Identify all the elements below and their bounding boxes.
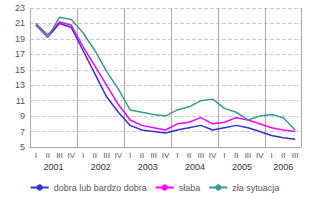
svg-text:2006: 2006: [273, 162, 293, 172]
svg-text:III: III: [292, 151, 299, 160]
svg-text:IV: IV: [67, 151, 75, 160]
svg-text:dobra lub bardzo dobra: dobra lub bardzo dobra: [54, 183, 147, 193]
svg-text:I: I: [82, 151, 84, 160]
svg-text:II: II: [93, 151, 97, 160]
svg-text:I: I: [129, 151, 131, 160]
svg-text:III: III: [56, 151, 63, 160]
svg-text:II: II: [187, 151, 191, 160]
svg-text:11: 11: [16, 96, 25, 106]
svg-text:I: I: [176, 151, 178, 160]
svg-text:II: II: [140, 151, 144, 160]
svg-text:IV: IV: [256, 151, 264, 160]
svg-text:I: I: [270, 151, 272, 160]
svg-text:III: III: [198, 151, 205, 160]
svg-text:2003: 2003: [138, 162, 158, 172]
svg-text:II: II: [45, 151, 49, 160]
svg-text:17: 17: [15, 49, 25, 59]
svg-text:2002: 2002: [91, 162, 111, 172]
svg-text:III: III: [103, 151, 110, 160]
svg-text:III: III: [245, 151, 252, 160]
svg-text:2001: 2001: [44, 162, 64, 172]
svg-text:2005: 2005: [232, 162, 252, 172]
svg-text:15: 15: [15, 65, 25, 75]
svg-text:IV: IV: [209, 151, 217, 160]
svg-text:21: 21: [15, 18, 25, 28]
svg-text:I: I: [35, 151, 37, 160]
svg-text:13: 13: [15, 80, 25, 90]
svg-text:IV: IV: [115, 151, 123, 160]
svg-text:II: II: [281, 151, 285, 160]
svg-text:9: 9: [20, 111, 25, 121]
svg-text:I: I: [223, 151, 225, 160]
svg-text:2004: 2004: [185, 162, 205, 172]
svg-text:IV: IV: [162, 151, 170, 160]
svg-text:II: II: [234, 151, 238, 160]
svg-text:III: III: [150, 151, 157, 160]
svg-text:19: 19: [15, 34, 25, 44]
svg-text:słaba: słaba: [179, 183, 201, 193]
svg-text:zła sytuacja: zła sytuacja: [232, 183, 279, 193]
svg-text:5: 5: [20, 142, 25, 152]
svg-text:23: 23: [15, 3, 25, 13]
svg-text:7: 7: [20, 127, 25, 137]
